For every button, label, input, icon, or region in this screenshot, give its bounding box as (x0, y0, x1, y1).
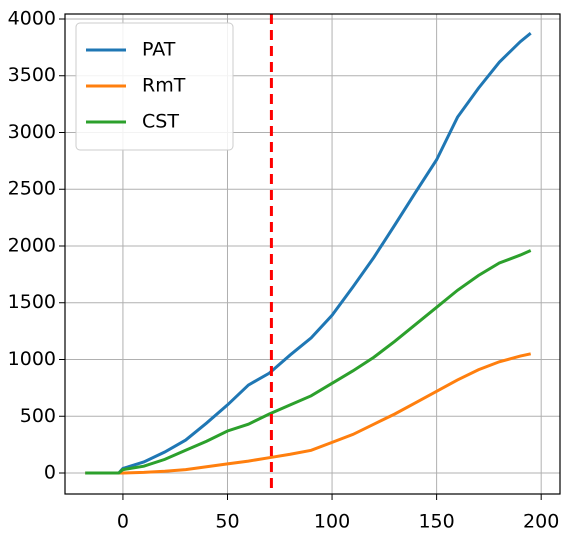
y-tick-label: 4000 (8, 7, 56, 29)
y-tick-label: 500 (20, 405, 56, 427)
y-tick-label: 2500 (8, 178, 56, 200)
y-tick-label: 0 (44, 462, 56, 484)
x-tick-label: 50 (215, 511, 239, 533)
legend-label: PAT (142, 39, 176, 61)
y-tick-label: 1000 (8, 348, 56, 370)
legend-box (75, 22, 234, 151)
legend-label: CST (142, 111, 179, 133)
legend-label: RmT (142, 75, 186, 97)
y-tick-label: 1500 (8, 291, 56, 313)
x-tick-label: 0 (117, 511, 129, 533)
y-tick-label: 2000 (8, 234, 56, 256)
line (85, 249, 532, 475)
x-tick-label: 100 (314, 511, 350, 533)
x-tick-label: 150 (418, 511, 454, 533)
y-tick-label: 3500 (8, 64, 56, 86)
line (85, 32, 532, 475)
x-tick-label: 200 (523, 511, 559, 533)
plot-frame (64, 13, 561, 495)
line (85, 352, 532, 475)
y-tick-label: 3000 (8, 121, 56, 143)
